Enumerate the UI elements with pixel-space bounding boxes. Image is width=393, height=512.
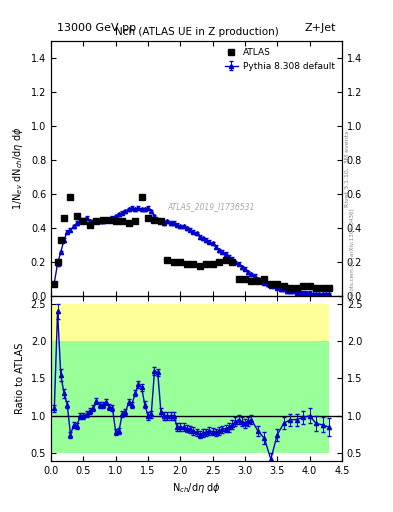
ATLAS	[204, 261, 209, 267]
ATLAS	[120, 218, 125, 224]
ATLAS	[314, 285, 318, 291]
ATLAS	[294, 285, 299, 291]
ATLAS	[255, 278, 260, 284]
ATLAS	[113, 218, 118, 224]
ATLAS	[288, 285, 292, 291]
ATLAS	[171, 259, 176, 265]
Text: ATLAS_2019_I1736531: ATLAS_2019_I1736531	[167, 202, 255, 211]
ATLAS	[75, 213, 79, 219]
ATLAS	[184, 261, 189, 267]
ATLAS	[178, 259, 183, 265]
ATLAS	[191, 261, 196, 267]
ATLAS	[101, 217, 105, 223]
Line: ATLAS: ATLAS	[51, 195, 332, 290]
Text: Rivet 3.1.10,  3M events: Rivet 3.1.10, 3M events	[345, 131, 350, 207]
ATLAS	[275, 281, 280, 287]
ATLAS	[152, 217, 157, 223]
ATLAS	[223, 258, 228, 264]
ATLAS	[81, 218, 86, 224]
ATLAS	[307, 283, 312, 289]
ATLAS	[62, 215, 66, 221]
Text: Z+Jet: Z+Jet	[305, 24, 336, 33]
ATLAS	[94, 218, 99, 224]
ATLAS	[236, 276, 241, 282]
ATLAS	[210, 261, 215, 267]
ATLAS	[55, 259, 60, 265]
Text: mcplots.cern.ch [arXiv:1306.3436]: mcplots.cern.ch [arXiv:1306.3436]	[350, 208, 355, 304]
Y-axis label: 1/N$_{ev}$ dN$_{ch}$/d$\eta$ d$\phi$: 1/N$_{ev}$ dN$_{ch}$/d$\eta$ d$\phi$	[11, 127, 25, 210]
ATLAS	[126, 220, 131, 226]
ATLAS	[217, 259, 222, 265]
ATLAS	[133, 218, 138, 224]
ATLAS	[230, 259, 234, 265]
ATLAS	[52, 281, 57, 287]
Y-axis label: Ratio to ATLAS: Ratio to ATLAS	[15, 343, 25, 414]
ATLAS	[249, 278, 254, 284]
ATLAS	[268, 281, 273, 287]
ATLAS	[159, 218, 163, 224]
Legend: ATLAS, Pythia 8.308 default: ATLAS, Pythia 8.308 default	[222, 46, 338, 73]
ATLAS	[320, 285, 325, 291]
ATLAS	[139, 195, 144, 201]
ATLAS	[107, 217, 112, 223]
ATLAS	[262, 276, 267, 282]
ATLAS	[242, 276, 247, 282]
ATLAS	[88, 222, 92, 228]
Text: 13000 GeV pp: 13000 GeV pp	[57, 24, 136, 33]
ATLAS	[59, 237, 63, 243]
ATLAS	[68, 195, 73, 201]
ATLAS	[146, 215, 151, 221]
ATLAS	[197, 263, 202, 269]
ATLAS	[165, 258, 170, 264]
Title: Nch (ATLAS UE in Z production): Nch (ATLAS UE in Z production)	[115, 28, 278, 37]
ATLAS	[301, 283, 305, 289]
X-axis label: N$_{ch}$/d$\eta$ d$\phi$: N$_{ch}$/d$\eta$ d$\phi$	[172, 481, 221, 495]
ATLAS	[327, 285, 331, 291]
ATLAS	[281, 283, 286, 289]
